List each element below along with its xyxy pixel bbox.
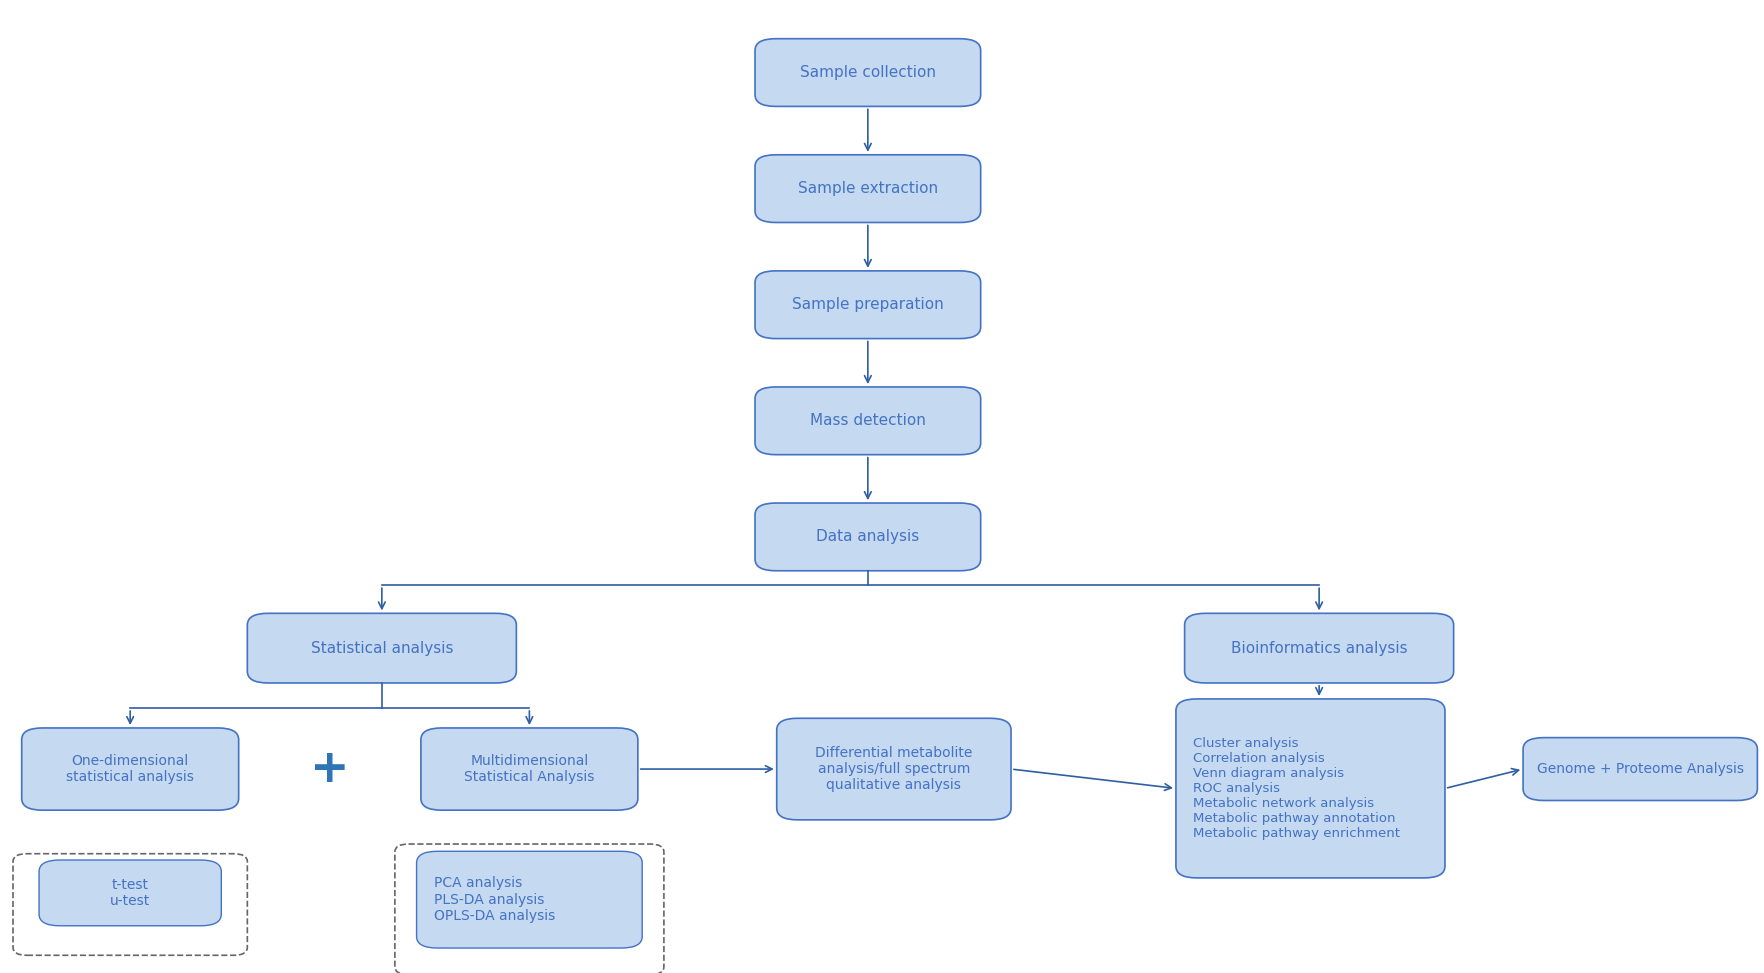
- Text: Sample extraction: Sample extraction: [797, 181, 938, 197]
- Text: Data analysis: Data analysis: [817, 529, 919, 545]
- FancyBboxPatch shape: [416, 851, 642, 948]
- FancyBboxPatch shape: [755, 155, 981, 223]
- Text: Statistical analysis: Statistical analysis: [310, 640, 453, 656]
- FancyBboxPatch shape: [755, 503, 981, 571]
- Text: Sample preparation: Sample preparation: [792, 297, 944, 312]
- Text: Mass detection: Mass detection: [810, 414, 926, 428]
- FancyBboxPatch shape: [1177, 699, 1445, 878]
- Text: One-dimensional
statistical analysis: One-dimensional statistical analysis: [67, 754, 194, 784]
- Text: Cluster analysis
Correlation analysis
Venn diagram analysis
ROC analysis
Metabol: Cluster analysis Correlation analysis Ve…: [1192, 737, 1401, 840]
- FancyBboxPatch shape: [395, 844, 663, 973]
- Text: t-test
u-test: t-test u-test: [109, 878, 150, 908]
- FancyBboxPatch shape: [776, 718, 1011, 820]
- FancyBboxPatch shape: [247, 613, 517, 683]
- FancyBboxPatch shape: [21, 728, 238, 811]
- Text: Bioinformatics analysis: Bioinformatics analysis: [1231, 640, 1408, 656]
- Text: Multidimensional
Statistical Analysis: Multidimensional Statistical Analysis: [464, 754, 594, 784]
- FancyBboxPatch shape: [755, 39, 981, 106]
- FancyBboxPatch shape: [1522, 738, 1757, 801]
- Text: Sample collection: Sample collection: [799, 65, 937, 80]
- Text: Genome + Proteome Analysis: Genome + Proteome Analysis: [1536, 762, 1745, 776]
- Text: +: +: [310, 746, 349, 792]
- FancyBboxPatch shape: [755, 270, 981, 339]
- FancyBboxPatch shape: [755, 387, 981, 454]
- Text: PCA analysis
PLS-DA analysis
OPLS-DA analysis: PCA analysis PLS-DA analysis OPLS-DA ana…: [434, 877, 556, 922]
- FancyBboxPatch shape: [422, 728, 639, 811]
- FancyBboxPatch shape: [39, 860, 220, 925]
- FancyBboxPatch shape: [1185, 613, 1454, 683]
- FancyBboxPatch shape: [12, 853, 247, 955]
- Text: Differential metabolite
analysis/full spectrum
qualitative analysis: Differential metabolite analysis/full sp…: [815, 746, 972, 792]
